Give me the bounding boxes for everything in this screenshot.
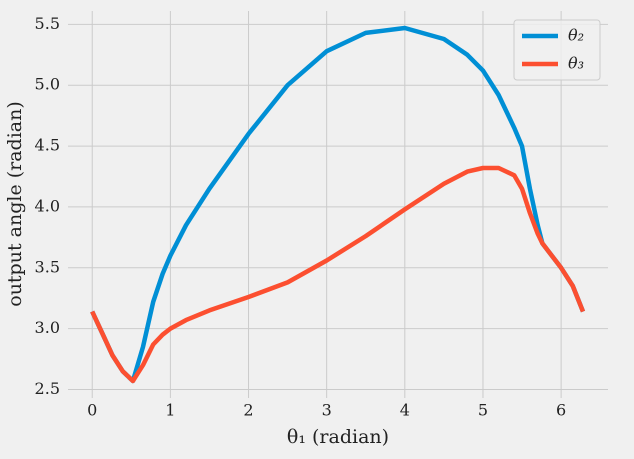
x-axis-label: θ₁ (radian) [287,426,389,448]
legend-box [513,19,601,81]
x-tick-label: 1 [165,401,175,420]
x-tick-label: 3 [322,401,332,420]
y-tick-label: 3.5 [35,257,60,276]
x-tick-label: 4 [400,401,410,420]
y-tick-label: 2.5 [35,379,60,398]
y-tick-label: 3.0 [35,318,60,337]
y-axis-label: output angle (radian) [4,101,26,307]
x-tick-label: 0 [87,401,97,420]
x-tick-label: 5 [478,401,488,420]
y-tick-label: 5.5 [35,14,60,33]
x-tick-label: 6 [556,401,566,420]
legend-label: θ₃ [568,54,584,73]
y-tick-label: 4.0 [35,196,60,215]
x-tick-label: 2 [243,401,253,420]
y-tick-label: 5.0 [35,75,60,94]
legend-label: θ₂ [568,26,584,45]
data-line [90,165,586,384]
y-tick-label: 4.5 [35,136,60,155]
data-line [90,25,586,384]
